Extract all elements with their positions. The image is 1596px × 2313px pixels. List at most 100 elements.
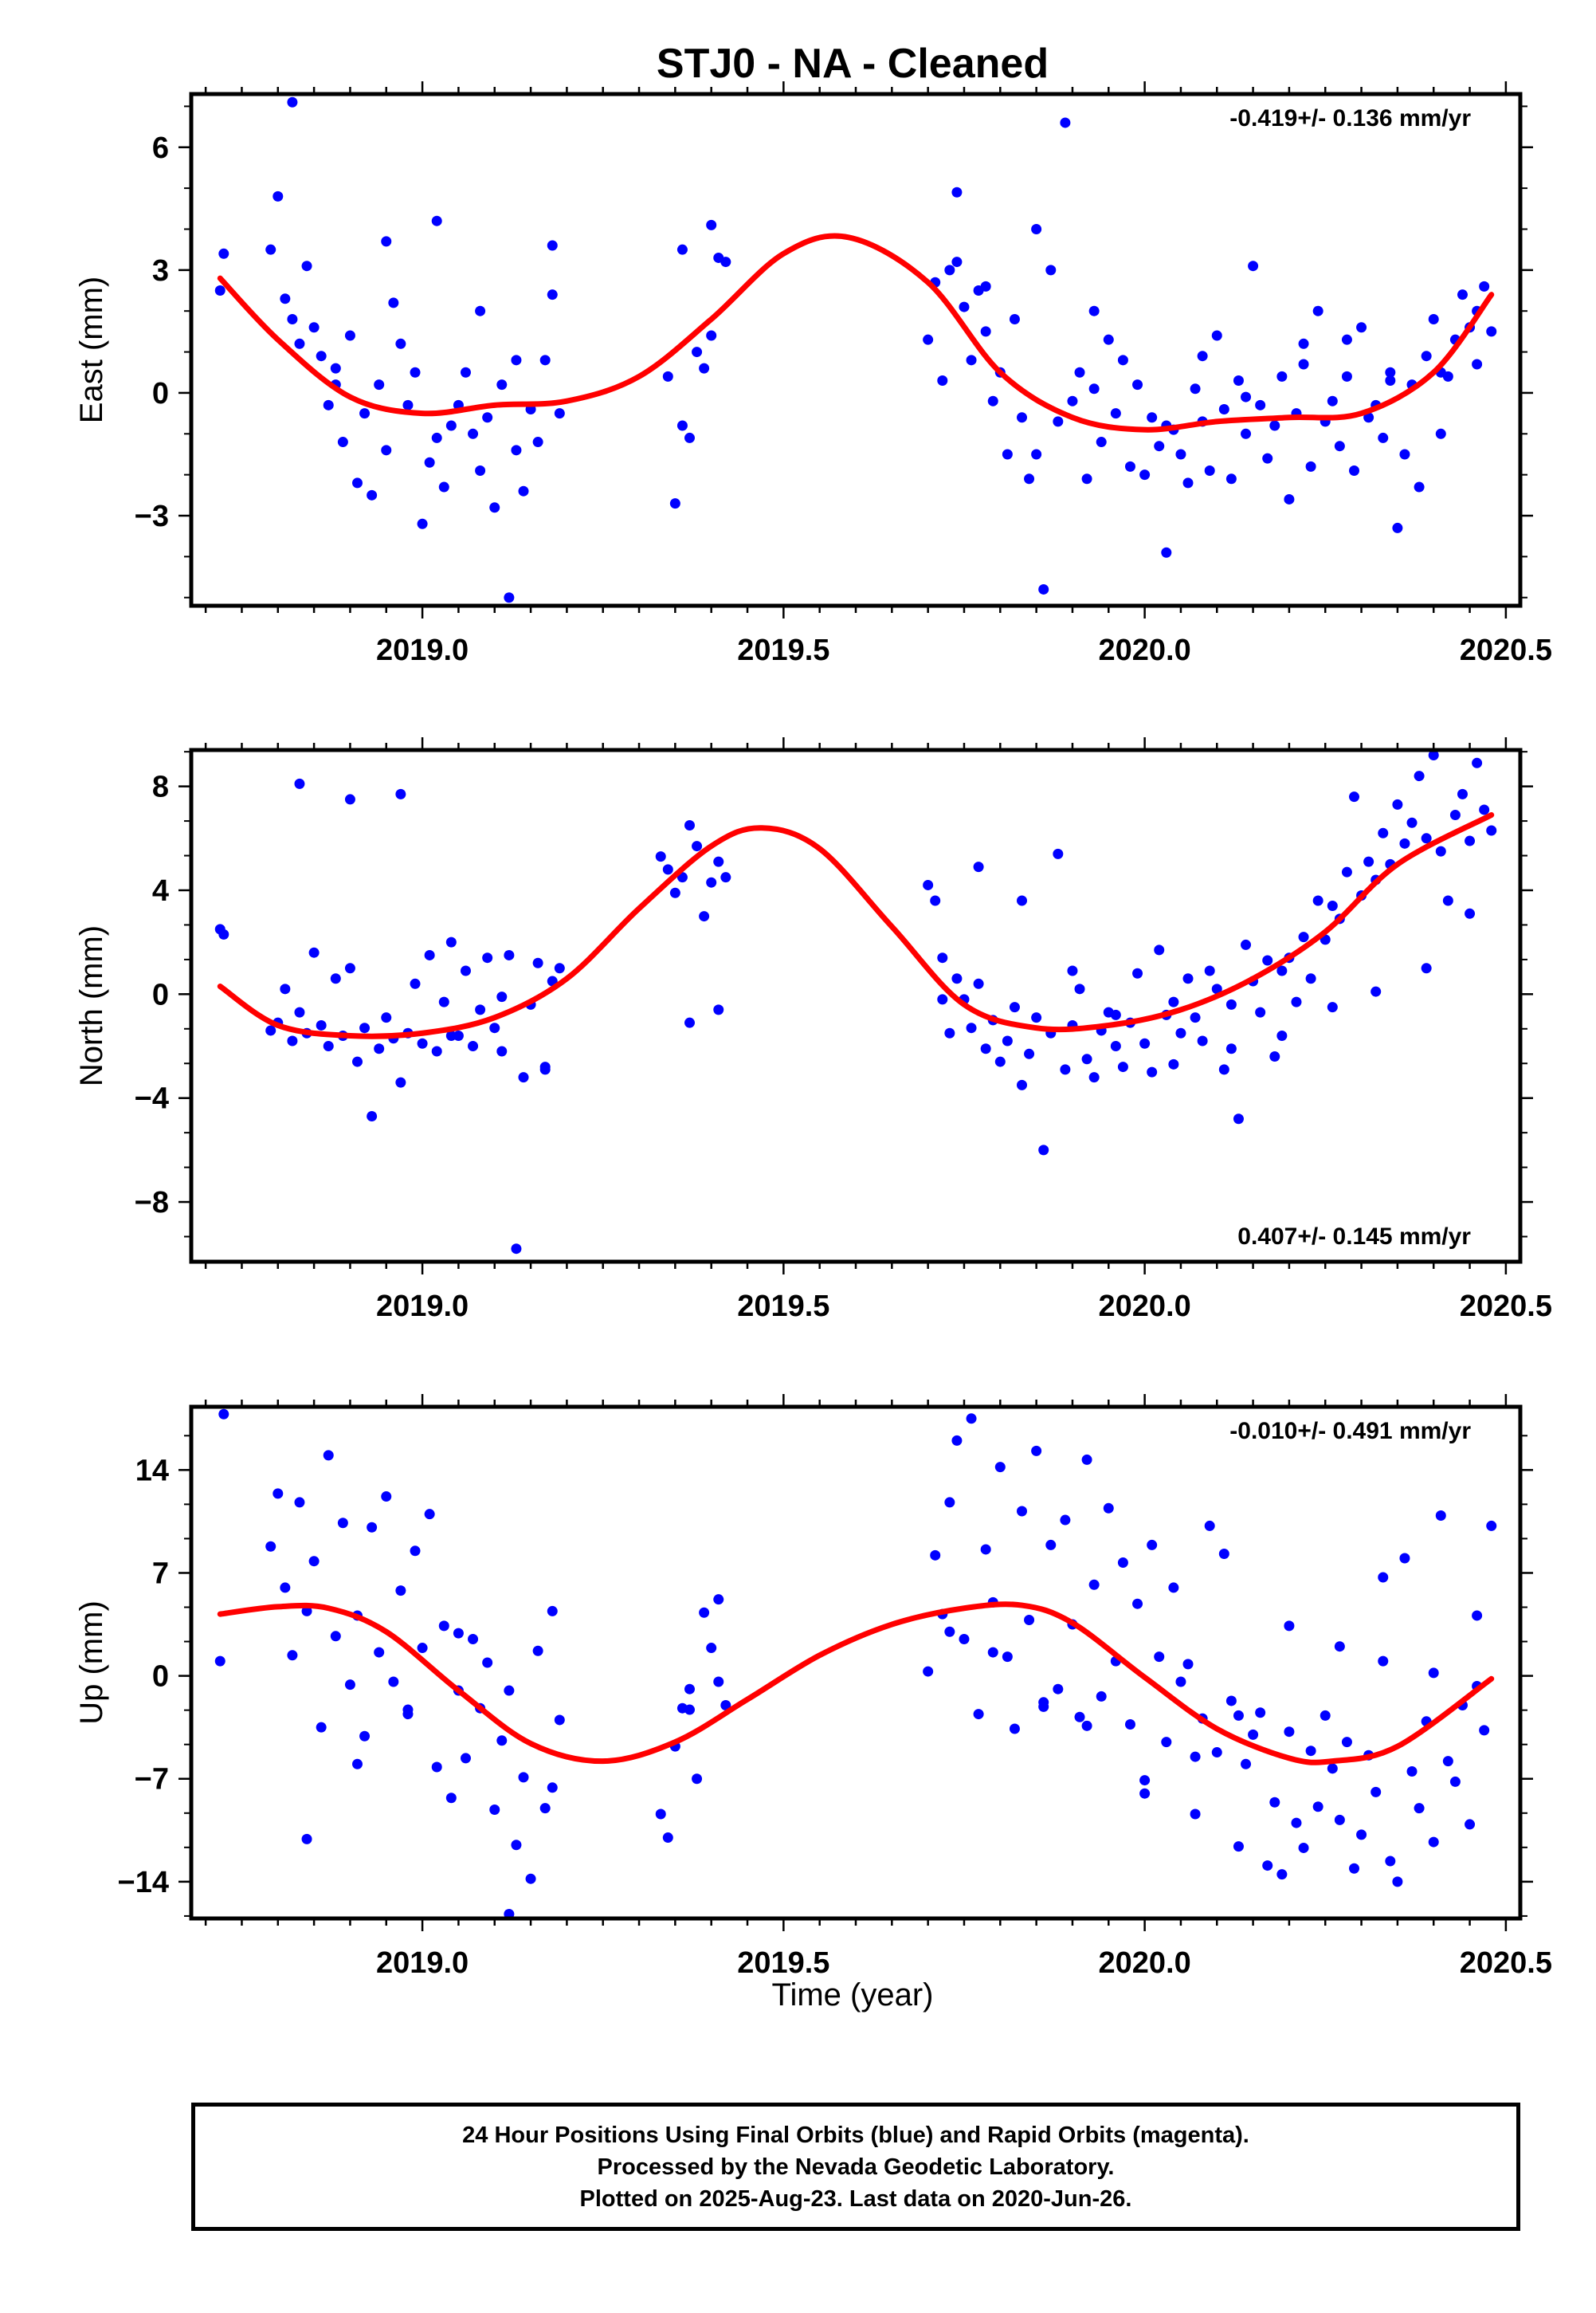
east-data-point: [1182, 477, 1194, 489]
up-data-point: [1479, 1725, 1490, 1736]
north-data-point: [1175, 1027, 1186, 1039]
north-data-point: [1349, 791, 1359, 803]
up-data-point: [214, 1655, 225, 1667]
north-data-point: [511, 1243, 522, 1255]
north-data-point: [1225, 1043, 1237, 1054]
north-data-point: [1060, 1064, 1071, 1075]
up-data-point: [1371, 1786, 1382, 1797]
north-data-point: [294, 1007, 305, 1018]
north-data-point: [1154, 944, 1165, 956]
north-data-point: [1168, 996, 1179, 1007]
up-data-point: [1312, 1801, 1323, 1812]
up-data-point: [1378, 1655, 1389, 1667]
up-data-point: [367, 1522, 378, 1533]
east-data-point: [1298, 338, 1309, 349]
east-data-point: [699, 363, 710, 374]
north-data-point: [496, 992, 508, 1003]
north-data-point: [951, 973, 963, 984]
east-data-point: [1363, 412, 1374, 423]
east-data-point: [980, 281, 991, 292]
up-data-point: [684, 1683, 695, 1694]
north-data-point: [316, 1019, 327, 1031]
up-data-point: [662, 1832, 673, 1844]
north-data-point: [937, 994, 948, 1005]
east-data-point: [662, 371, 673, 382]
north-data-point: [381, 1012, 392, 1023]
east-data-point: [1088, 305, 1100, 316]
north-data-point: [1009, 1002, 1020, 1013]
up-data-point: [1241, 1758, 1252, 1769]
up-data-point: [1320, 1710, 1331, 1721]
east-data-point: [496, 379, 508, 391]
up-data-point: [1449, 1776, 1461, 1787]
east-data-point: [431, 432, 442, 443]
east-fit-curve: [217, 233, 1495, 433]
east-data-point: [316, 351, 327, 362]
up-data-point: [706, 1643, 717, 1654]
up-data-point: [1378, 1572, 1389, 1583]
north-data-point: [431, 1046, 442, 1057]
east-data-point: [1031, 449, 1042, 460]
north-data-point: [1472, 757, 1483, 768]
north-data-point: [1414, 771, 1425, 782]
east-data-point: [987, 395, 998, 406]
up-y-tick-label: −7: [135, 1763, 169, 1797]
up-data-point: [547, 1782, 558, 1793]
east-data-point: [706, 330, 717, 341]
up-data-point: [720, 1700, 731, 1710]
north-data-point: [1002, 1035, 1013, 1047]
east-rate-label: -0.419+/- 0.136 mm/yr: [1229, 105, 1471, 132]
north-data-point: [1255, 1007, 1266, 1018]
up-data-point: [1154, 1651, 1165, 1663]
north-data-point: [410, 978, 421, 989]
east-data-point: [504, 592, 515, 603]
east-data-point: [1327, 395, 1338, 406]
north-data-point: [1204, 965, 1215, 976]
north-y-axis-label: North (mm): [74, 925, 109, 1086]
east-data-point: [1147, 412, 1158, 423]
north-data-point: [684, 1017, 695, 1028]
up-data-point: [308, 1556, 320, 1567]
east-data-point: [937, 375, 948, 387]
east-data-point: [445, 420, 457, 431]
east-data-point: [1088, 383, 1100, 395]
north-data-point: [1486, 825, 1497, 836]
up-data-point: [1334, 1641, 1345, 1652]
north-data-point: [1276, 965, 1288, 976]
north-data-point: [1371, 986, 1382, 997]
north-data-point: [1392, 799, 1403, 810]
chart-title: STJ0 - NA - Cleaned: [657, 41, 1049, 87]
up-fit-curve: [217, 1601, 1495, 1765]
north-data-point: [424, 949, 435, 960]
up-data-point: [1262, 1860, 1273, 1871]
north-points: [214, 750, 1497, 1255]
east-data-point: [1255, 399, 1266, 410]
north-data-point: [1363, 856, 1374, 867]
up-y-tick-label: −14: [118, 1866, 169, 1899]
up-data-point: [1074, 1711, 1085, 1722]
east-data-point: [923, 334, 934, 345]
east-points: [214, 96, 1497, 603]
east-data-point: [438, 481, 449, 493]
north-data-point: [359, 1023, 371, 1034]
north-data-point: [713, 1004, 724, 1015]
north-data-point: [994, 1056, 1006, 1067]
up-data-point: [684, 1704, 695, 1715]
east-frame: [189, 92, 1523, 608]
north-data-point: [1421, 833, 1432, 844]
north-data-point: [489, 1023, 500, 1034]
north-data-point: [713, 856, 724, 867]
east-data-point: [1241, 428, 1252, 439]
up-data-point: [1060, 1514, 1071, 1526]
east-data-point: [424, 457, 435, 468]
up-data-point: [1147, 1539, 1158, 1550]
up-data-point: [424, 1509, 435, 1520]
up-data-point: [951, 1435, 963, 1446]
up-data-point: [1435, 1510, 1446, 1522]
up-data-point: [713, 1676, 724, 1687]
east-data-point: [1298, 359, 1309, 370]
north-data-point: [1147, 1066, 1158, 1078]
east-data-point: [1421, 351, 1432, 362]
up-data-point: [1327, 1763, 1338, 1774]
north-data-point: [323, 1041, 334, 1052]
